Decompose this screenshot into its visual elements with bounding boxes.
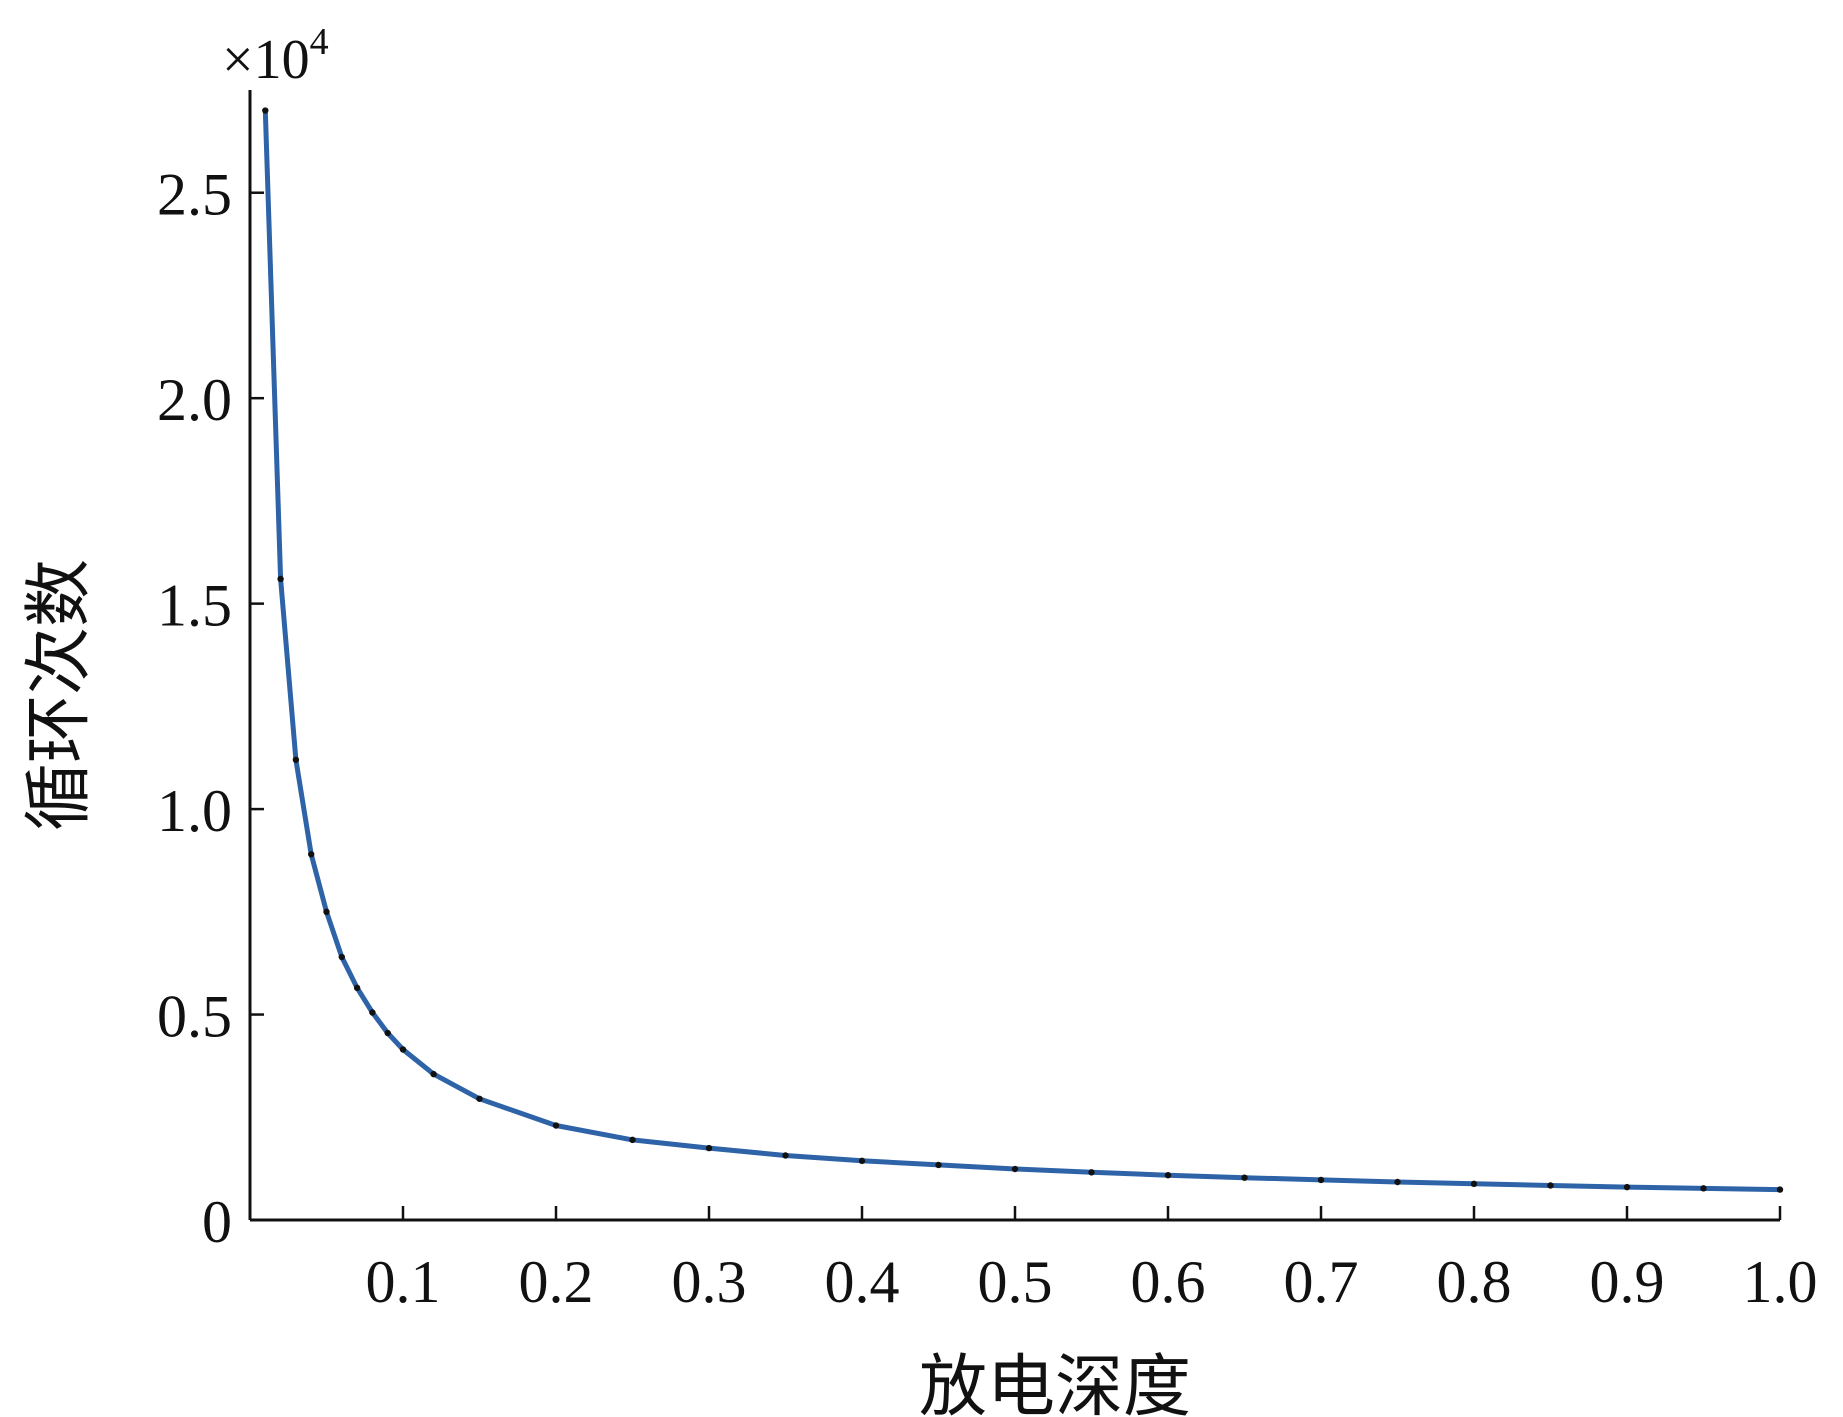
y-tick-label: 0 bbox=[202, 1189, 232, 1255]
data-point bbox=[1547, 1182, 1554, 1189]
x-tick-label: 1.0 bbox=[1743, 1249, 1818, 1315]
data-point bbox=[1164, 1172, 1172, 1179]
x-tick-label: 0.1 bbox=[366, 1249, 441, 1315]
data-point bbox=[1623, 1183, 1631, 1191]
x-tick-label: 0.5 bbox=[978, 1249, 1053, 1315]
x-tick-label: 0.9 bbox=[1590, 1249, 1665, 1315]
series-line bbox=[262, 108, 1783, 1193]
x-tick-label: 0.4 bbox=[825, 1249, 900, 1315]
data-point bbox=[1088, 1169, 1095, 1176]
data-point bbox=[858, 1157, 866, 1165]
data-point bbox=[935, 1161, 942, 1169]
data-point bbox=[1700, 1185, 1707, 1192]
y-tick-label: 2.5 bbox=[157, 162, 232, 228]
x-tick-label: 0.3 bbox=[672, 1249, 747, 1315]
data-point bbox=[369, 1009, 376, 1016]
data-point bbox=[384, 1029, 391, 1037]
data-point bbox=[1776, 1186, 1784, 1193]
x-tick-label: 0.7 bbox=[1284, 1249, 1359, 1315]
data-point bbox=[430, 1070, 437, 1078]
data-point bbox=[308, 851, 315, 858]
data-point bbox=[292, 756, 300, 763]
data-point bbox=[552, 1122, 560, 1129]
plot-area bbox=[262, 107, 1784, 1193]
data-point bbox=[277, 575, 284, 583]
data-point bbox=[399, 1046, 407, 1053]
data-point bbox=[782, 1152, 789, 1159]
y-axis-label: 循环次数 bbox=[20, 559, 99, 831]
y-multiplier-label: ×104 bbox=[222, 21, 329, 91]
data-point bbox=[338, 953, 345, 961]
x-tick-label: 0.2 bbox=[519, 1249, 594, 1315]
x-tick-label: 0.8 bbox=[1437, 1249, 1512, 1315]
labels: 0.1 0.2 0.3 0.4 0.5 0.6 0.7 0.8 0.9 1.0 0 0.5 1.0 1.5… bbox=[20, 21, 1818, 1417]
y-tick-label: 1.0 bbox=[157, 778, 232, 844]
y-tick-label: 1.5 bbox=[157, 573, 232, 639]
data-point bbox=[705, 1144, 713, 1152]
x-tick-label: 0.6 bbox=[1131, 1249, 1206, 1315]
data-point bbox=[476, 1095, 483, 1102]
data-point bbox=[1241, 1174, 1248, 1181]
data-point bbox=[1317, 1176, 1325, 1184]
data-point bbox=[1011, 1165, 1019, 1173]
axes bbox=[248, 90, 1782, 1222]
data-point bbox=[629, 1136, 636, 1144]
data-point bbox=[323, 908, 330, 916]
y-tick-label: 2.0 bbox=[157, 367, 232, 433]
data-point bbox=[1470, 1180, 1478, 1188]
y-tick-label: 0.5 bbox=[157, 984, 232, 1050]
x-axis-label: 放电深度 bbox=[919, 1348, 1191, 1417]
data-point bbox=[1394, 1178, 1401, 1186]
data-point bbox=[353, 984, 361, 992]
data-point bbox=[262, 107, 269, 114]
